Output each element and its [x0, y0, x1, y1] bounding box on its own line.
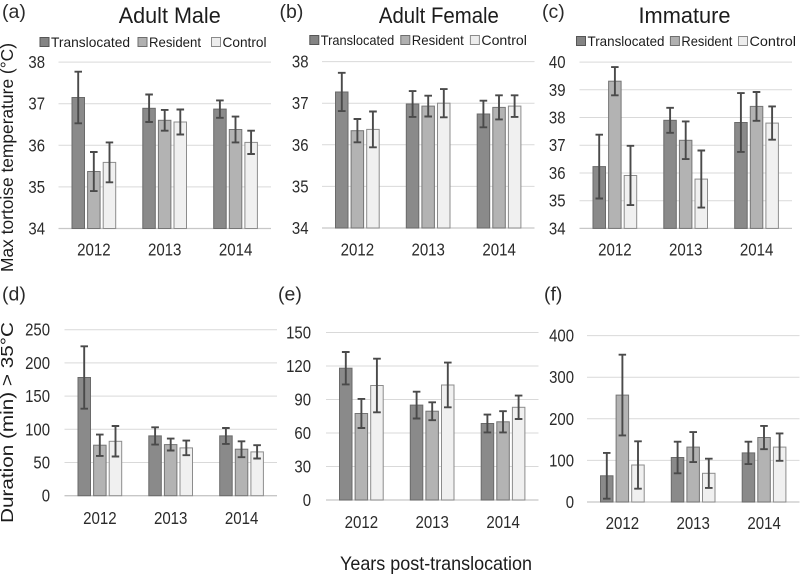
svg-text:Resident: Resident: [681, 33, 732, 49]
svg-text:36: 36: [292, 135, 309, 155]
svg-text:(f): (f): [544, 283, 562, 305]
svg-text:Control: Control: [481, 32, 527, 48]
svg-text:(e): (e): [278, 283, 302, 305]
svg-text:150: 150: [286, 323, 311, 343]
svg-text:2014: 2014: [225, 508, 259, 528]
svg-text:2014: 2014: [219, 240, 253, 260]
svg-text:34: 34: [28, 219, 45, 239]
svg-text:2014: 2014: [482, 240, 516, 260]
svg-text:2013: 2013: [415, 512, 449, 532]
svg-text:300: 300: [549, 367, 574, 387]
svg-text:(a): (a): [2, 1, 26, 23]
svg-text:36: 36: [549, 163, 566, 183]
svg-text:2012: 2012: [77, 240, 111, 260]
svg-text:38: 38: [28, 52, 45, 72]
svg-text:2013: 2013: [154, 508, 188, 528]
svg-text:Max tortoise temperature (°C): Max tortoise temperature (°C): [0, 43, 17, 272]
svg-text:Adult Female: Adult Female: [379, 3, 499, 28]
svg-text:35: 35: [292, 176, 309, 196]
svg-text:200: 200: [25, 353, 50, 373]
svg-text:50: 50: [33, 453, 50, 473]
svg-text:Translocated: Translocated: [588, 33, 665, 49]
svg-text:Control: Control: [223, 34, 267, 50]
svg-text:Control: Control: [750, 33, 797, 49]
svg-text:35: 35: [549, 191, 566, 211]
svg-text:Years post-translocation: Years post-translocation: [340, 553, 532, 575]
svg-text:90: 90: [294, 390, 311, 410]
svg-text:(b): (b): [280, 1, 304, 23]
svg-text:39: 39: [549, 80, 566, 100]
svg-text:2012: 2012: [341, 240, 375, 260]
svg-text:2012: 2012: [606, 513, 640, 533]
svg-text:Translocated: Translocated: [51, 34, 130, 50]
svg-text:34: 34: [292, 218, 309, 238]
svg-text:Resident: Resident: [412, 32, 464, 48]
svg-text:37: 37: [549, 135, 566, 155]
svg-text:37: 37: [292, 93, 309, 113]
svg-text:2013: 2013: [411, 240, 445, 260]
svg-text:38: 38: [549, 108, 566, 128]
svg-text:100: 100: [25, 419, 50, 439]
svg-text:2013: 2013: [676, 513, 710, 533]
svg-text:200: 200: [549, 409, 574, 429]
svg-text:Resident: Resident: [149, 34, 201, 50]
svg-text:2012: 2012: [83, 508, 117, 528]
svg-text:120: 120: [286, 356, 311, 376]
svg-text:Immature: Immature: [639, 3, 731, 28]
svg-text:2013: 2013: [669, 240, 703, 260]
svg-text:2012: 2012: [345, 512, 379, 532]
svg-text:150: 150: [25, 386, 50, 406]
svg-text:0: 0: [42, 486, 51, 506]
svg-text:35: 35: [28, 177, 45, 197]
svg-text:38: 38: [292, 52, 309, 72]
svg-text:30: 30: [294, 457, 311, 477]
svg-text:40: 40: [549, 52, 566, 72]
svg-text:2012: 2012: [598, 240, 632, 260]
svg-text:2014: 2014: [747, 513, 781, 533]
svg-text:100: 100: [549, 450, 574, 470]
svg-text:34: 34: [549, 218, 566, 238]
svg-text:Adult Male: Adult Male: [119, 3, 221, 28]
svg-text:250: 250: [25, 320, 50, 340]
svg-text:(d): (d): [2, 283, 26, 305]
svg-text:Duration (min) > 35°C: Duration (min) > 35°C: [0, 322, 17, 523]
svg-text:60: 60: [294, 423, 311, 443]
svg-text:2014: 2014: [486, 512, 520, 532]
svg-text:36: 36: [28, 135, 45, 155]
svg-text:0: 0: [303, 490, 312, 510]
svg-text:2013: 2013: [148, 240, 182, 260]
svg-text:0: 0: [566, 492, 575, 512]
svg-text:2014: 2014: [740, 240, 774, 260]
svg-text:37: 37: [28, 94, 45, 114]
svg-text:(c): (c): [542, 1, 565, 23]
svg-text:400: 400: [549, 326, 574, 346]
svg-text:Translocated: Translocated: [321, 32, 395, 48]
